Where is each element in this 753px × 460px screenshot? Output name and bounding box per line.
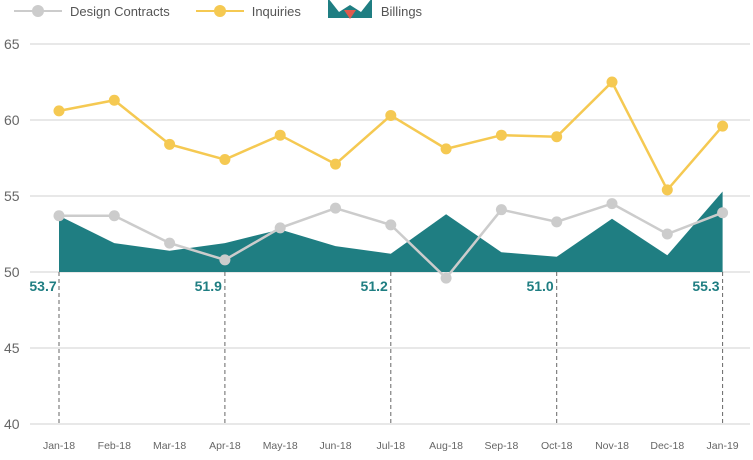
design-contracts-point xyxy=(717,207,729,219)
inquiries-point xyxy=(551,131,563,143)
legend: Design Contracts Inquiries Billings xyxy=(14,0,448,20)
inquiries-point xyxy=(606,76,618,88)
inquiries-point xyxy=(108,94,120,106)
legend-billings-label: Billings xyxy=(380,3,423,19)
design-contracts-point xyxy=(495,204,507,216)
legend-design-contracts-label: Design Contracts xyxy=(70,3,170,19)
inquiries-point xyxy=(219,154,231,166)
inquiries-point xyxy=(495,129,507,141)
design-contracts-point xyxy=(219,254,231,266)
x-tick-label: Apr-18 xyxy=(209,440,241,452)
legend-design-contracts: Design Contracts xyxy=(14,3,170,19)
y-tick-label: 45 xyxy=(4,340,20,356)
design-contracts-point xyxy=(606,198,618,210)
inquiries-point xyxy=(274,129,286,141)
x-tick-label: Aug-18 xyxy=(429,440,463,452)
inquiries-point xyxy=(440,143,452,155)
x-tick-label: Jun-18 xyxy=(319,440,351,452)
inquiries-point xyxy=(385,109,397,121)
design-contracts-point xyxy=(385,219,397,231)
x-tick-label: Nov-18 xyxy=(595,440,629,452)
y-tick-label: 40 xyxy=(4,416,20,432)
x-tick-label: Jan-18 xyxy=(43,440,75,452)
legend-billings: Billings xyxy=(327,0,423,20)
billings-area xyxy=(59,191,723,272)
design-contracts-point xyxy=(274,222,286,234)
design-contracts-point xyxy=(53,210,65,222)
legend-design-contracts-marker xyxy=(14,5,62,17)
design-contracts-point xyxy=(330,202,341,214)
x-tick-label: Sep-18 xyxy=(484,440,518,452)
inquiries-point xyxy=(717,120,729,132)
design-contracts-point xyxy=(440,272,452,284)
legend-inquiries-label: Inquiries xyxy=(251,3,301,19)
legend-inquiries: Inquiries xyxy=(195,3,301,19)
inquiries-line xyxy=(58,79,724,193)
design-contracts-point xyxy=(661,228,673,240)
design-contracts-point xyxy=(164,237,176,249)
legend-billings-marker xyxy=(327,0,372,19)
billings-data-label: 55.3 xyxy=(692,278,719,294)
y-tick-label: 60 xyxy=(4,112,20,128)
x-tick-label: Feb-18 xyxy=(98,440,131,452)
billings-data-label: 51.2 xyxy=(361,278,388,294)
x-tick-label: Mar-18 xyxy=(153,440,186,452)
billings-data-label: 51.0 xyxy=(526,278,553,294)
billings-data-label: 51.9 xyxy=(195,278,222,294)
x-tick-label: Dec-18 xyxy=(650,440,684,452)
x-tick-label: Oct-18 xyxy=(541,440,573,452)
y-tick-label: 65 xyxy=(4,36,20,52)
billings-data-label: 53.7 xyxy=(29,278,56,294)
x-tick-label: Jan-19 xyxy=(707,440,739,452)
inquiries-point xyxy=(164,138,176,150)
y-tick-label: 50 xyxy=(4,264,20,280)
x-tick-label: May-18 xyxy=(263,440,298,452)
x-tick-label: Jul-18 xyxy=(376,440,405,452)
legend-inquiries-marker xyxy=(195,5,244,17)
design-contracts-point xyxy=(551,216,563,228)
inquiries-point xyxy=(661,184,673,196)
design-contracts-point xyxy=(108,210,120,222)
y-tick-label: 55 xyxy=(4,188,20,204)
inquiries-point xyxy=(330,158,341,170)
inquiries-point xyxy=(53,105,65,117)
